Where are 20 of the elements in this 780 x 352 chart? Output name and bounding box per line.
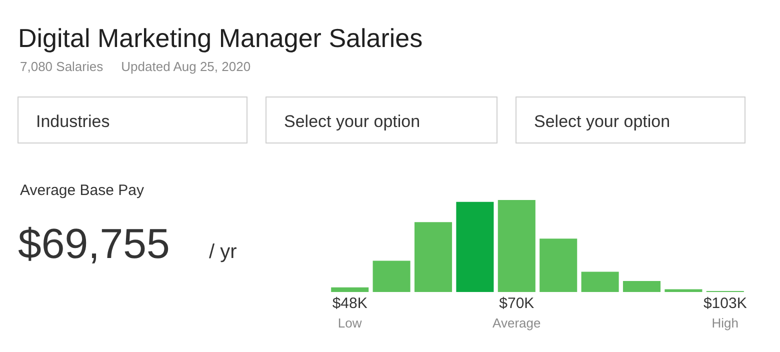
bar xyxy=(456,202,494,292)
text: Select your option xyxy=(534,112,670,131)
bar xyxy=(498,200,536,292)
bar xyxy=(540,238,578,292)
bar xyxy=(622,280,661,292)
text: Select your option xyxy=(284,112,420,131)
x-tick-label: $48K Low xyxy=(332,295,368,330)
bar xyxy=(664,289,702,292)
chart-title: Digital Marketing Manager Salaries xyxy=(18,23,423,54)
x-tick-label: $70K Average xyxy=(492,295,541,330)
text: / yr xyxy=(209,241,238,263)
bar xyxy=(414,222,452,292)
text: $69,755 xyxy=(18,220,170,267)
bar xyxy=(331,287,369,292)
bar xyxy=(372,260,410,292)
text: Industries xyxy=(36,112,110,131)
x-tick-label: $103K High xyxy=(703,295,747,330)
text: 7,080 Salaries Updated Aug 25, 2020 xyxy=(20,59,251,74)
bar xyxy=(581,272,619,292)
text: Average Base Pay xyxy=(20,182,144,199)
